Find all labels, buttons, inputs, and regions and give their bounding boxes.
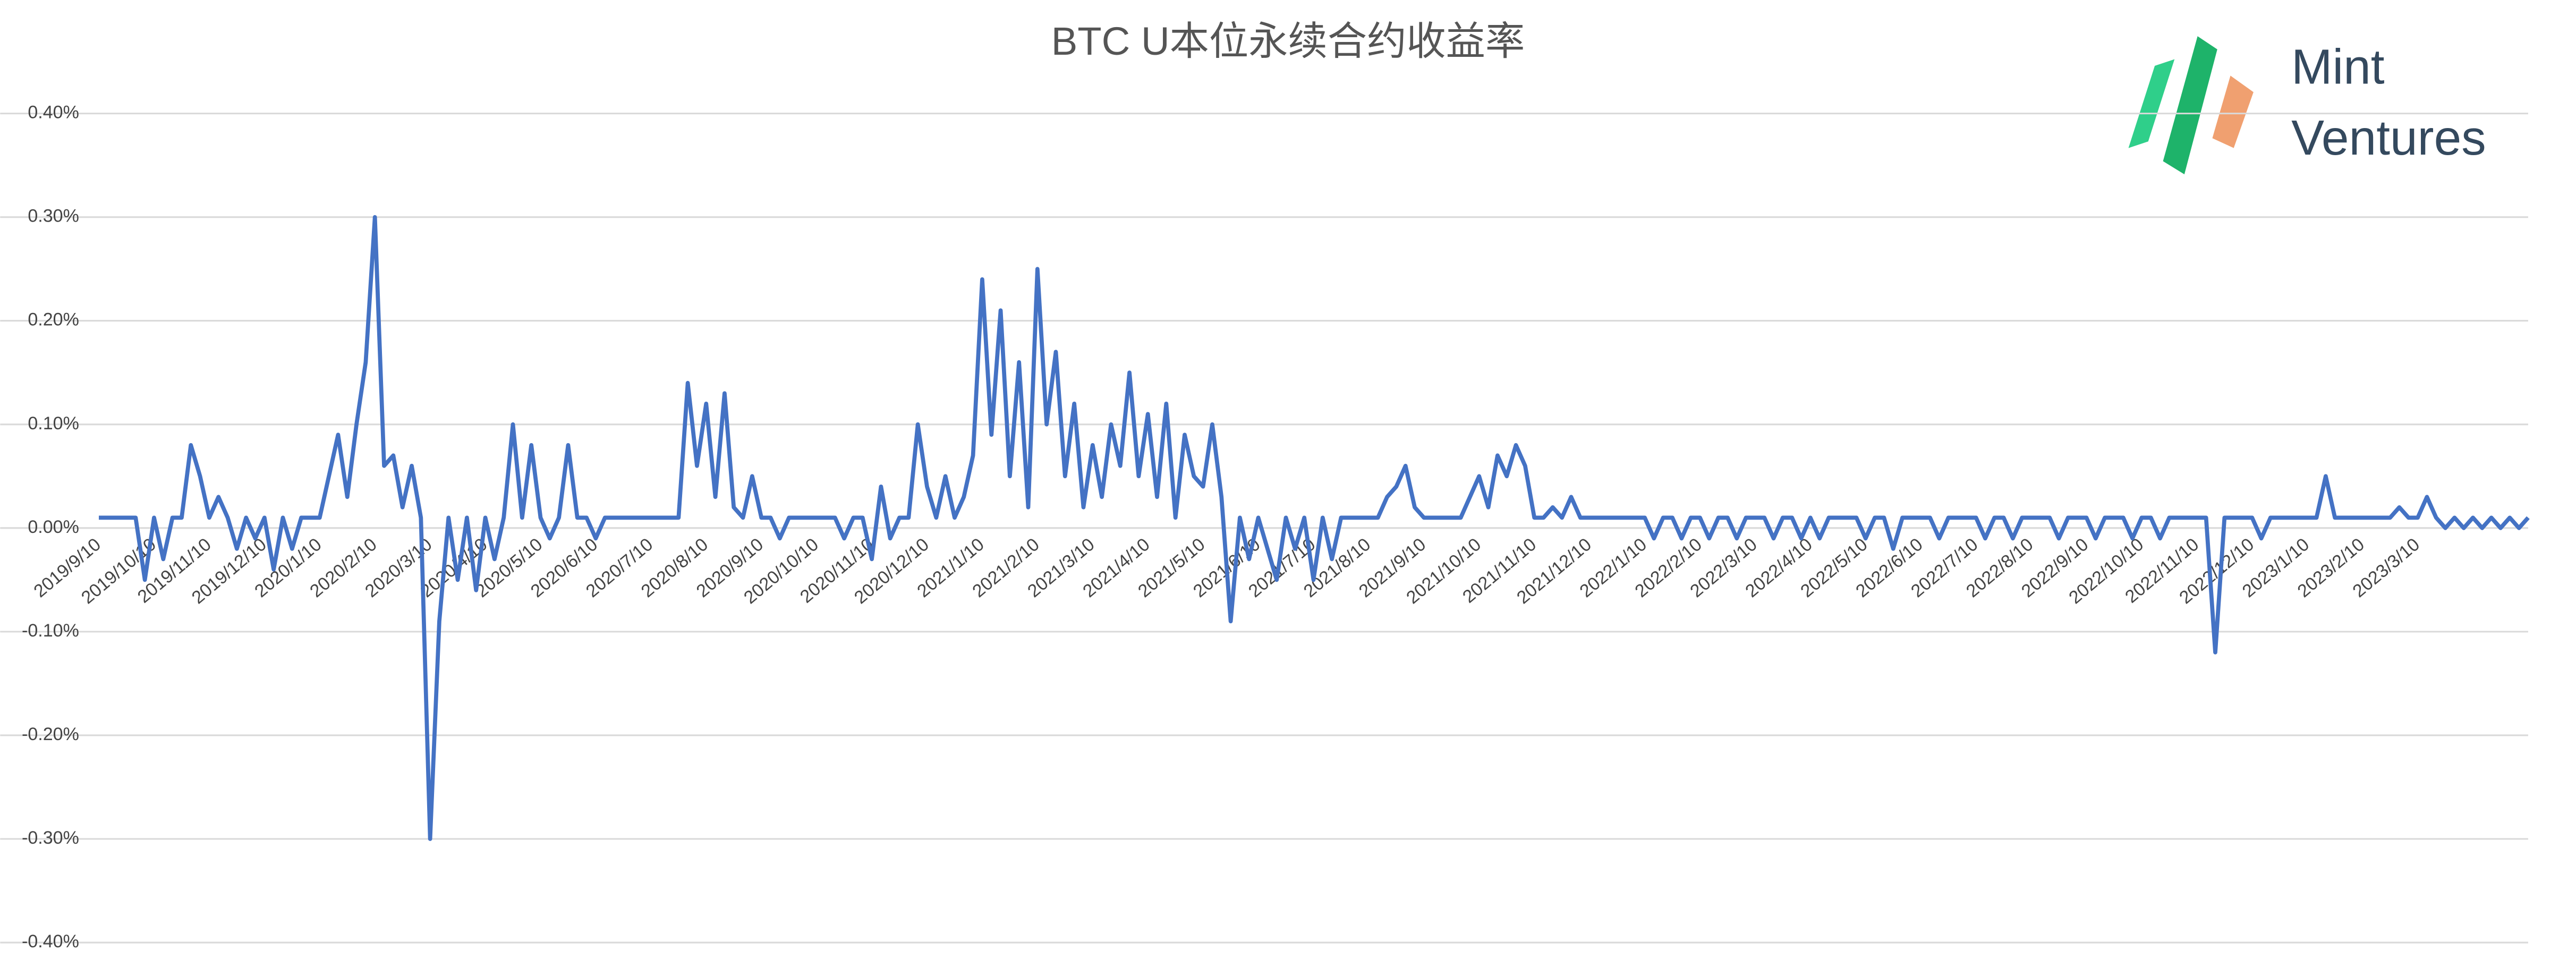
- y-tick-label: 0.00%: [28, 517, 79, 537]
- y-tick-label: 0.40%: [28, 103, 79, 123]
- y-tick-label: 0.20%: [28, 310, 79, 330]
- y-tick-label: -0.40%: [22, 931, 79, 952]
- chart-title: BTC U本位永续合约收益率: [1051, 19, 1525, 63]
- logo-text: Ventures: [2291, 110, 2486, 165]
- y-tick-label: -0.30%: [22, 828, 79, 848]
- y-tick-label: -0.10%: [22, 621, 79, 641]
- logo: Mint Ventures: [2128, 36, 2486, 175]
- y-tick-label: 0.10%: [28, 413, 79, 434]
- logo-mark: [2128, 59, 2175, 148]
- logo-mark: [2163, 36, 2217, 175]
- logo-mark: [2212, 75, 2254, 148]
- y-tick-label: 0.30%: [28, 206, 79, 226]
- logo-text: Mint: [2291, 39, 2385, 95]
- data-line: [99, 215, 2530, 841]
- y-tick-label: -0.20%: [22, 724, 79, 744]
